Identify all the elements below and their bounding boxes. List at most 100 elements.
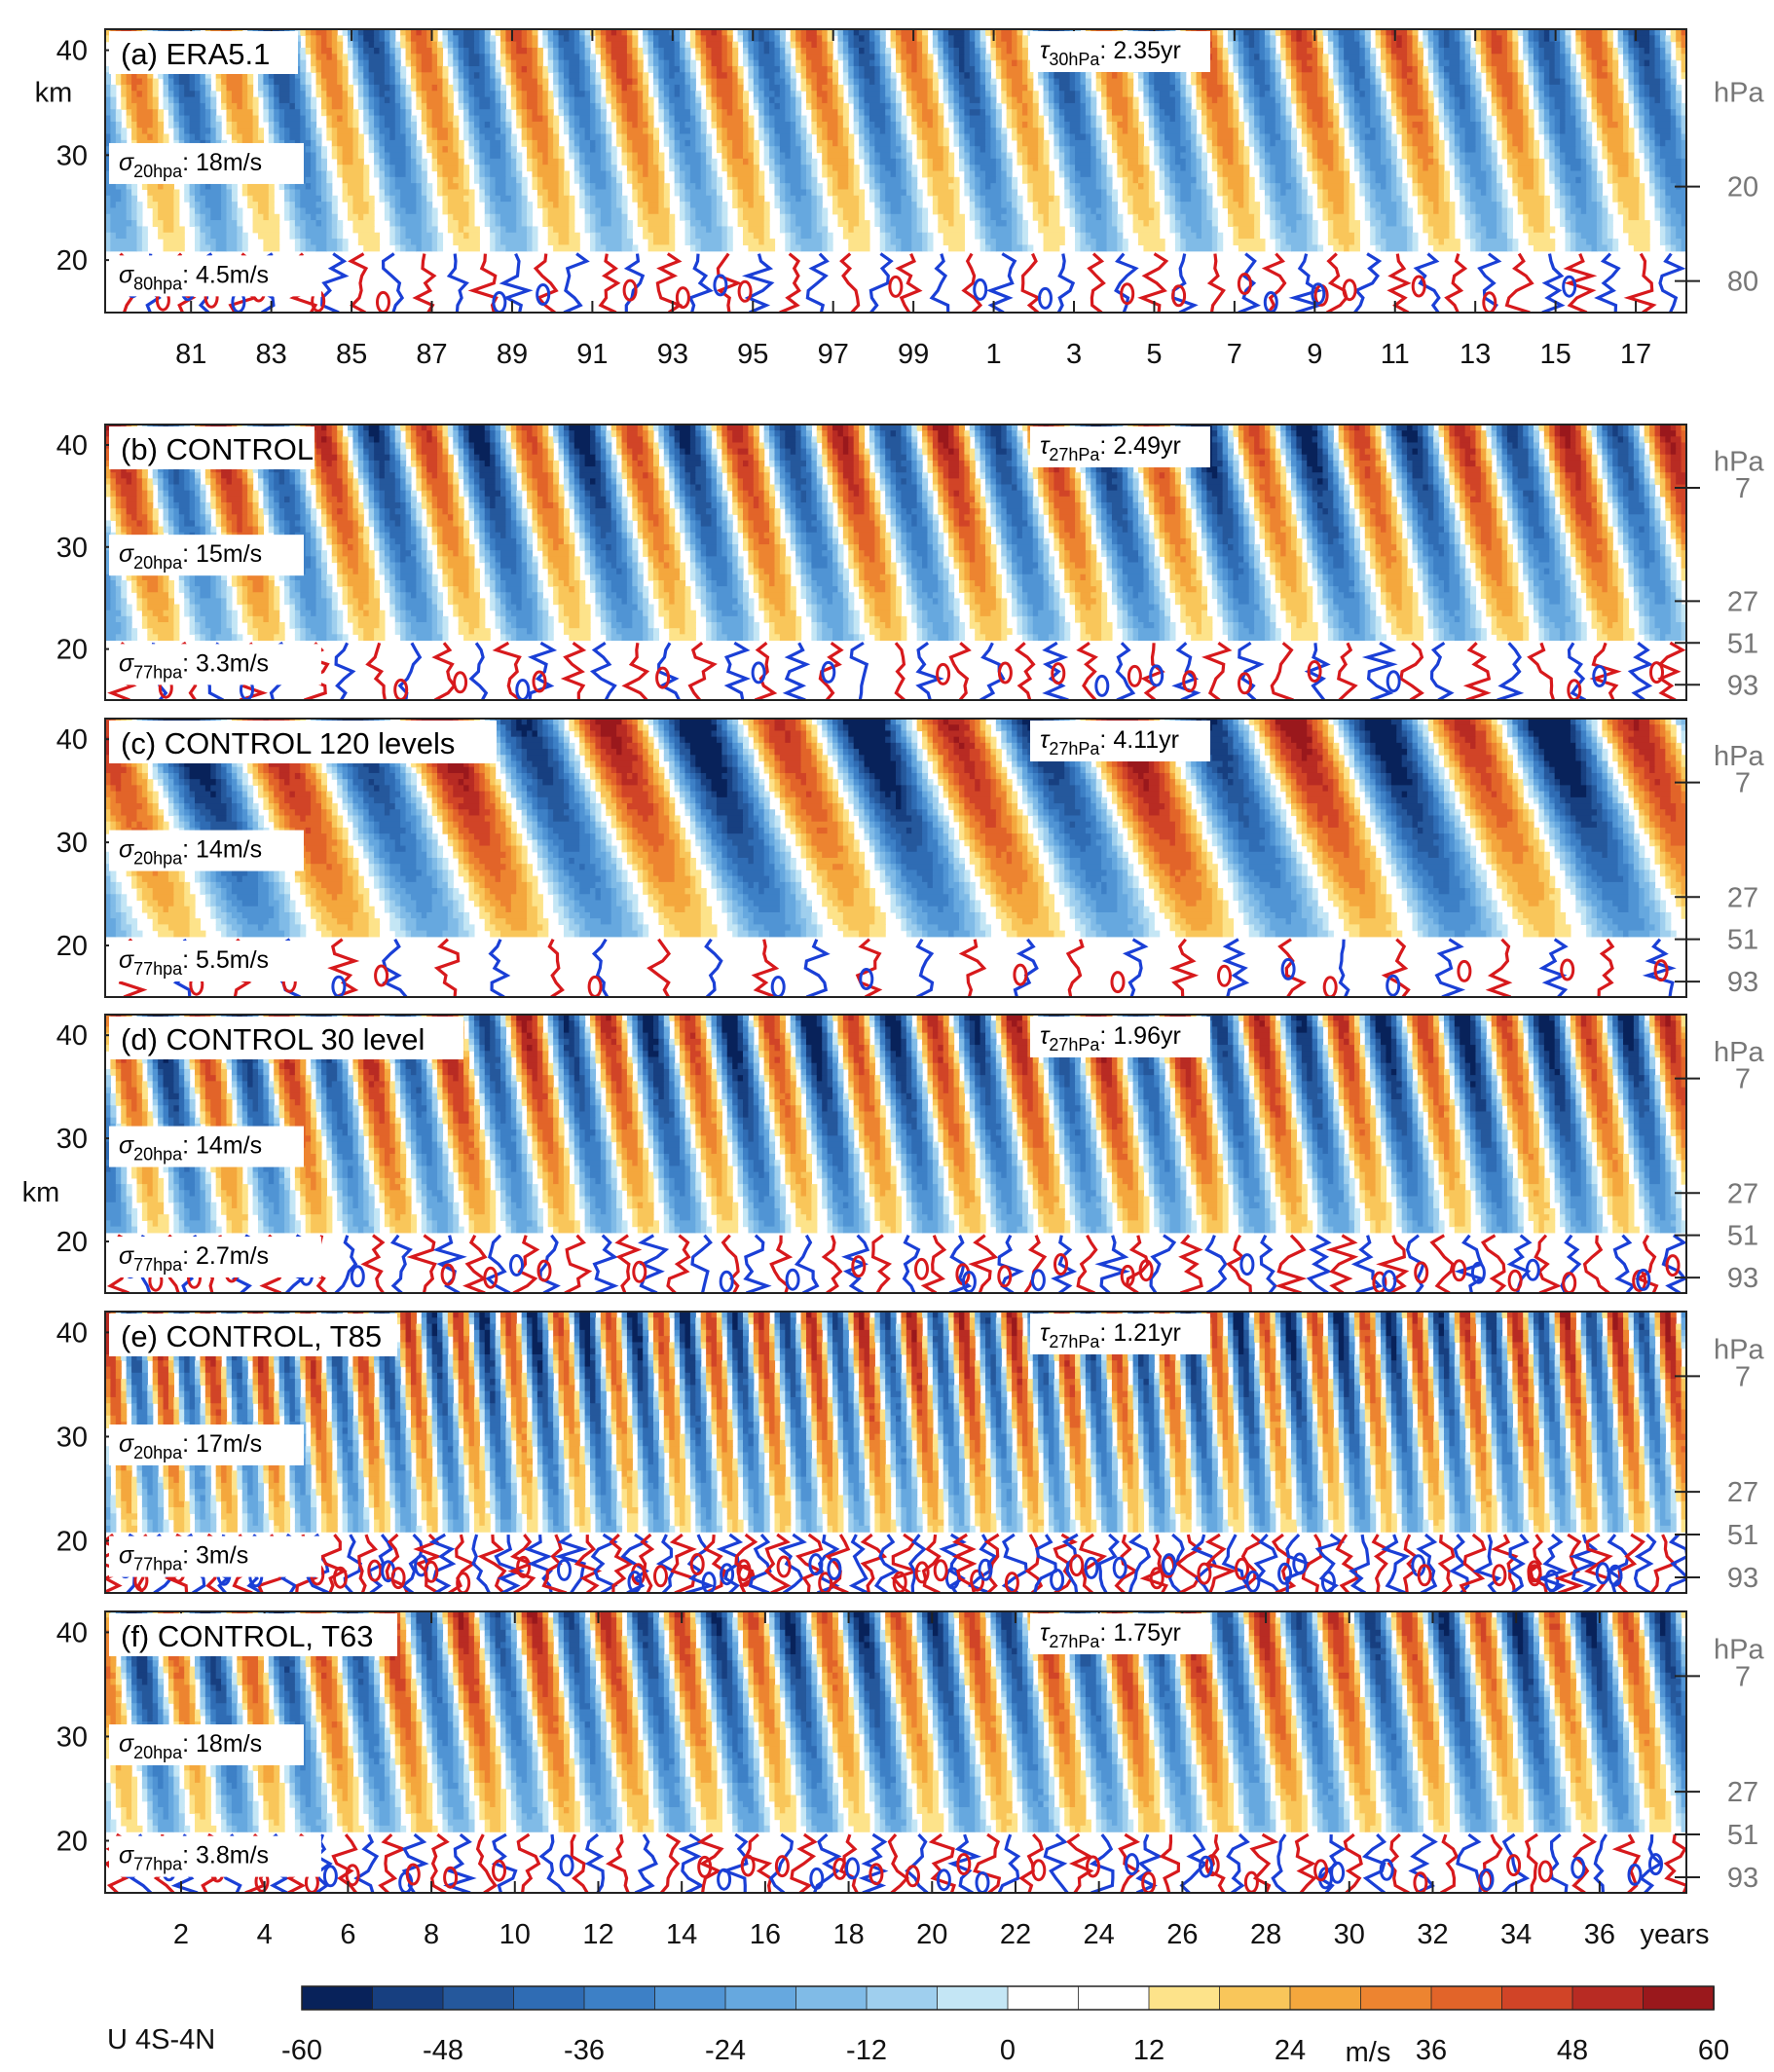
wind-cell (1390, 59, 1397, 67)
wind-cell (431, 146, 438, 154)
wind-cell (1148, 84, 1155, 92)
wind-cell (769, 84, 781, 92)
wind-cell (1565, 109, 1571, 117)
wind-cell (652, 128, 659, 135)
wind-cell (257, 72, 264, 80)
wind-cell (379, 96, 386, 104)
wind-cell (426, 128, 433, 135)
wind-cell (606, 47, 612, 55)
wind-cell (1464, 65, 1471, 73)
wind-cell (447, 109, 454, 117)
wind-cell (1206, 115, 1213, 123)
wind-cell (1649, 139, 1656, 147)
wind-cell (1333, 41, 1340, 49)
wind-cell (1359, 128, 1371, 135)
wind-cell (958, 158, 965, 166)
wind-cell (1381, 139, 1387, 147)
wind-cell (463, 78, 470, 86)
wind-cell (268, 121, 275, 129)
wind-cell (1491, 84, 1497, 92)
wind-cell (241, 133, 254, 141)
wind-cell (658, 59, 665, 67)
wind-cell (1534, 102, 1540, 110)
wind-cell (600, 121, 607, 129)
wind-cell (510, 146, 517, 154)
wind-cell (1512, 72, 1519, 80)
wind-cell (1164, 109, 1176, 117)
wind-cell (274, 109, 280, 117)
wind-cell (658, 78, 665, 86)
wind-cell (1580, 47, 1587, 55)
wind-cell (1285, 96, 1292, 104)
wind-cell (1222, 59, 1229, 67)
wind-cell (706, 54, 713, 61)
wind-cell (1090, 96, 1097, 104)
wind-cell (1649, 47, 1656, 55)
wind-cell (1069, 152, 1076, 160)
wind-cell (1534, 54, 1540, 61)
wind-cell (695, 139, 702, 147)
wind-cell (105, 128, 112, 135)
wind-cell (1012, 128, 1018, 135)
wind-cell (579, 47, 586, 55)
wind-cell (1006, 59, 1013, 67)
wind-cell (352, 65, 359, 73)
wind-cell (795, 139, 802, 147)
wind-cell (1270, 47, 1276, 55)
wind-cell (674, 109, 691, 117)
wind-cell (1549, 139, 1556, 147)
wind-cell (1654, 59, 1661, 67)
wind-cell (743, 109, 750, 117)
wind-cell (1607, 72, 1613, 80)
wind-cell (600, 109, 607, 117)
wind-cell (922, 139, 929, 147)
wind-cell (1159, 109, 1165, 117)
wind-cell (800, 29, 807, 36)
wind-cell (990, 84, 997, 92)
wind-cell (911, 102, 923, 110)
wind-cell (689, 109, 696, 117)
wind-cell (189, 115, 202, 123)
wind-cell (753, 146, 759, 154)
wind-cell (600, 47, 607, 55)
wind-cell (1148, 78, 1155, 86)
wind-cell (1438, 47, 1445, 55)
wind-cell (1264, 139, 1271, 147)
wind-cell (1423, 41, 1429, 49)
wind-cell (1075, 84, 1082, 92)
wind-cell (958, 152, 965, 160)
wind-cell (816, 41, 823, 49)
wind-cell (911, 91, 918, 98)
wind-cell (1670, 115, 1677, 123)
wind-cell (1201, 91, 1207, 98)
wind-cell (785, 96, 792, 104)
wind-cell (942, 78, 949, 86)
wind-cell (1254, 65, 1266, 73)
wind-cell (905, 65, 912, 73)
wind-cell (1016, 109, 1023, 117)
wind-cell (274, 121, 280, 129)
wind-cell (769, 152, 776, 160)
wind-cell (1095, 72, 1102, 80)
wind-cell (1480, 41, 1487, 49)
wind-cell (532, 72, 538, 80)
wind-cell (1670, 59, 1677, 67)
wind-cell (1270, 41, 1276, 49)
wind-cell (748, 115, 755, 123)
wind-cell (1180, 78, 1187, 86)
wind-cell (990, 121, 997, 129)
wind-cell (1617, 78, 1624, 86)
wind-cell (437, 152, 460, 160)
wind-cell (1602, 35, 1608, 43)
wind-cell (1364, 54, 1371, 61)
wind-cell (689, 84, 696, 92)
wind-cell (490, 41, 497, 49)
wind-cell (1523, 133, 1530, 141)
wind-cell (621, 146, 628, 154)
wind-cell (363, 35, 375, 43)
wind-cell (1676, 115, 1682, 123)
wind-cell (969, 47, 976, 55)
wind-cell (1285, 121, 1292, 129)
wind-cell (252, 102, 259, 110)
wind-cell (859, 29, 870, 36)
